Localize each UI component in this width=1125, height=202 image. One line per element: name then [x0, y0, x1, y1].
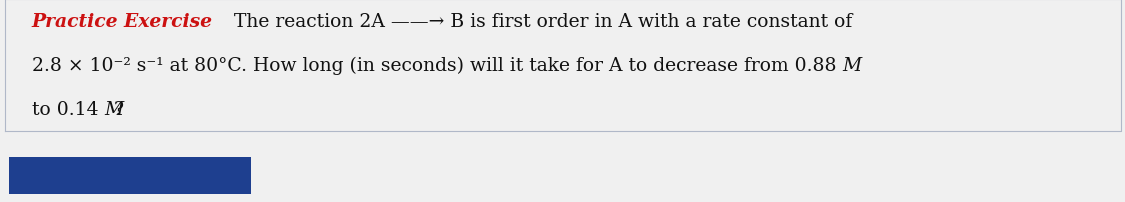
Text: ?: ? — [114, 101, 124, 118]
Text: M: M — [104, 101, 124, 118]
Text: Practice Exercise: Practice Exercise — [32, 13, 213, 31]
Text: The reaction 2A ——→ B is first order in A with a rate constant of: The reaction 2A ——→ B is first order in … — [222, 13, 852, 31]
Text: 2.8 × 10⁻² s⁻¹ at 80°C. How long (in seconds) will it take for A to decrease fro: 2.8 × 10⁻² s⁻¹ at 80°C. How long (in sec… — [32, 57, 842, 75]
Bar — [9, 157, 251, 194]
Text: M: M — [842, 57, 862, 75]
Text: to 0.14: to 0.14 — [32, 101, 104, 118]
